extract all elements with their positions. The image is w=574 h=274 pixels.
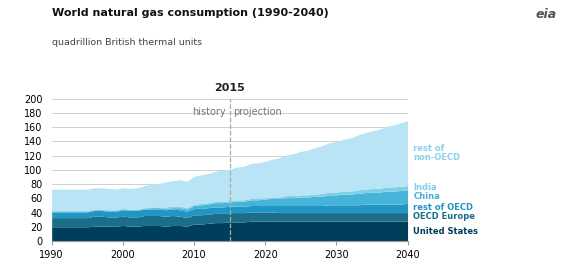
Text: 2015: 2015 [214,83,245,93]
Text: projection: projection [233,107,282,117]
Text: rest of OECD: rest of OECD [413,204,474,213]
Text: rest of
non-OECD: rest of non-OECD [413,144,460,162]
Text: India: India [413,183,437,192]
Text: OECD Europe: OECD Europe [413,212,475,221]
Text: eia: eia [536,8,557,21]
Text: World natural gas consumption (1990-2040): World natural gas consumption (1990-2040… [52,8,328,18]
Text: United States: United States [413,227,478,236]
Text: history: history [192,107,226,117]
Text: quadrillion British thermal units: quadrillion British thermal units [52,38,202,47]
Text: China: China [413,192,440,201]
